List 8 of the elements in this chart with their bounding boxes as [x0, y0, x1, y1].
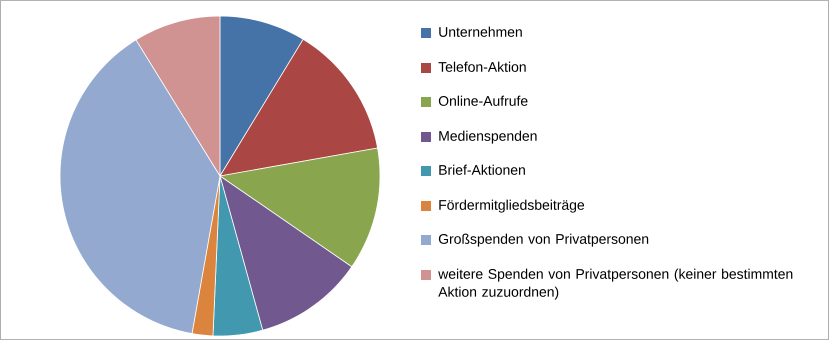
legend-label: Telefon-Aktion	[438, 62, 526, 72]
legend-label: Fördermitgliedsbeiträge	[439, 200, 584, 213]
legend-label: Medienspenden	[439, 130, 537, 144]
legend-label: Online-Aufrufe	[438, 96, 528, 106]
legend-label: Brief-Aktionen	[439, 164, 525, 175]
legend-label: weitere Spenden von Privatpersonen (keiner bestimmten Aktion zuzuordnen)	[438, 268, 792, 300]
legend-label: Unternehmen	[439, 26, 522, 37]
legend-label: Großspenden von Privatpersonen	[438, 234, 648, 247]
